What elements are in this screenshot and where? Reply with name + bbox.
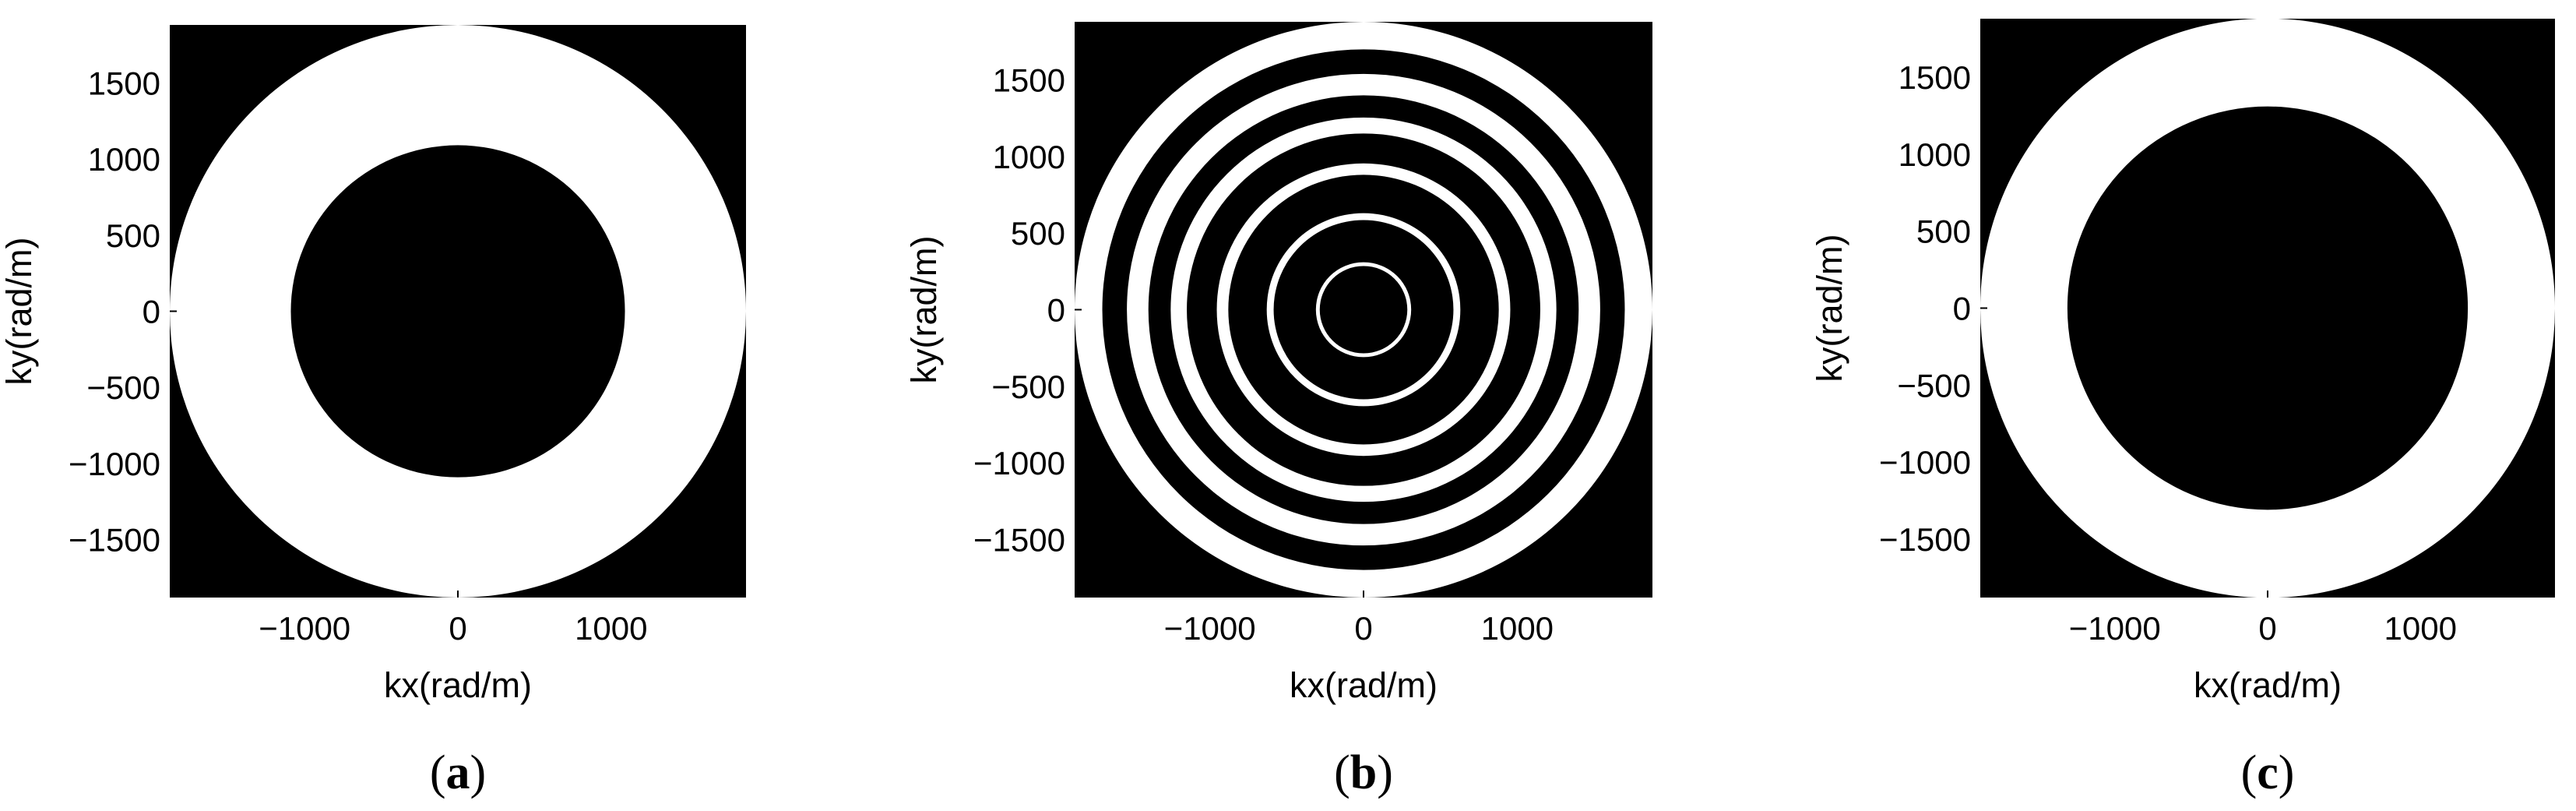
panel-label-letter: c bbox=[2257, 746, 2279, 799]
rings-layer bbox=[170, 25, 746, 598]
y-tick-label: −500 bbox=[86, 369, 160, 406]
y-tick-label: −1500 bbox=[973, 521, 1065, 558]
x-tick-label: 0 bbox=[449, 610, 466, 647]
panel-label-close: ) bbox=[470, 746, 487, 799]
y-tick-label: 0 bbox=[1953, 291, 1971, 327]
y-tick-label: 1000 bbox=[88, 141, 160, 178]
ring-1 bbox=[170, 25, 746, 598]
panel-c: 1500 1000 500 0 −500 −1000 −1500 −1000 0 1000 kx(r… bbox=[1810, 19, 2555, 799]
x-axis-label: kx(rad/m) bbox=[2194, 665, 2342, 705]
y-axis-label: ky(rad/m) bbox=[1810, 234, 1849, 383]
panel-label-open: ( bbox=[1334, 746, 1350, 799]
y-tick-label: −1000 bbox=[69, 446, 160, 482]
x-tick-label: 1000 bbox=[2384, 610, 2457, 647]
panel-label-letter: b bbox=[1350, 746, 1377, 799]
y-tick-label: 1500 bbox=[993, 62, 1065, 99]
x-tick-label: 1000 bbox=[1481, 610, 1554, 647]
y-tick-label: 1500 bbox=[1899, 59, 1971, 96]
x-tick-label: 0 bbox=[2258, 610, 2276, 647]
x-axis-label: kx(rad/m) bbox=[384, 665, 532, 705]
y-tick-label: −500 bbox=[991, 368, 1065, 405]
x-tick-label: −1000 bbox=[1164, 610, 1256, 647]
y-tick-label: −500 bbox=[1897, 367, 1971, 404]
x-tick-label: 0 bbox=[1354, 610, 1372, 647]
x-tick-label: −1000 bbox=[2069, 610, 2161, 647]
panel-label-close: ) bbox=[1377, 746, 1393, 799]
y-tick-label: 1000 bbox=[993, 139, 1065, 175]
panel-label: (b) bbox=[1334, 746, 1393, 799]
panel-label: (c) bbox=[2241, 746, 2295, 799]
y-tick-label: 500 bbox=[1011, 215, 1065, 252]
x-tick-label: 1000 bbox=[575, 610, 647, 647]
panel-a: 1500 1000 500 0 −500 −1000 −1500 −1000 0 1000 kx(r… bbox=[0, 25, 746, 799]
y-tick-label: 1000 bbox=[1899, 136, 1971, 173]
panel-label-open: ( bbox=[2241, 746, 2258, 799]
y-axis-label: ky(rad/m) bbox=[0, 238, 39, 386]
y-tick-label: −1500 bbox=[69, 522, 160, 559]
panel-label-open: ( bbox=[430, 746, 446, 799]
panel-label-close: ) bbox=[2279, 746, 2295, 799]
x-tick-label: −1000 bbox=[259, 610, 350, 647]
panel-b: 1500 1000 500 0 −500 −1000 −1500 −1000 0 1000 kx(r… bbox=[904, 22, 1652, 799]
y-tick-label: −1000 bbox=[973, 445, 1065, 481]
y-tick-label: 500 bbox=[1916, 213, 1971, 250]
y-tick-label: 500 bbox=[106, 217, 160, 254]
panel-label: (a) bbox=[430, 746, 486, 799]
y-tick-label: −1000 bbox=[1879, 444, 1971, 481]
y-tick-label: 0 bbox=[143, 294, 160, 330]
y-tick-label: 0 bbox=[1047, 292, 1065, 329]
ring-1 bbox=[1980, 19, 2555, 598]
rings-layer bbox=[1980, 19, 2555, 598]
y-axis-label: ky(rad/m) bbox=[904, 236, 944, 384]
y-tick-label: −1500 bbox=[1879, 521, 1971, 558]
panel-label-letter: a bbox=[446, 746, 470, 799]
x-axis-label: kx(rad/m) bbox=[1290, 665, 1438, 705]
y-tick-label: 1500 bbox=[88, 65, 160, 101]
